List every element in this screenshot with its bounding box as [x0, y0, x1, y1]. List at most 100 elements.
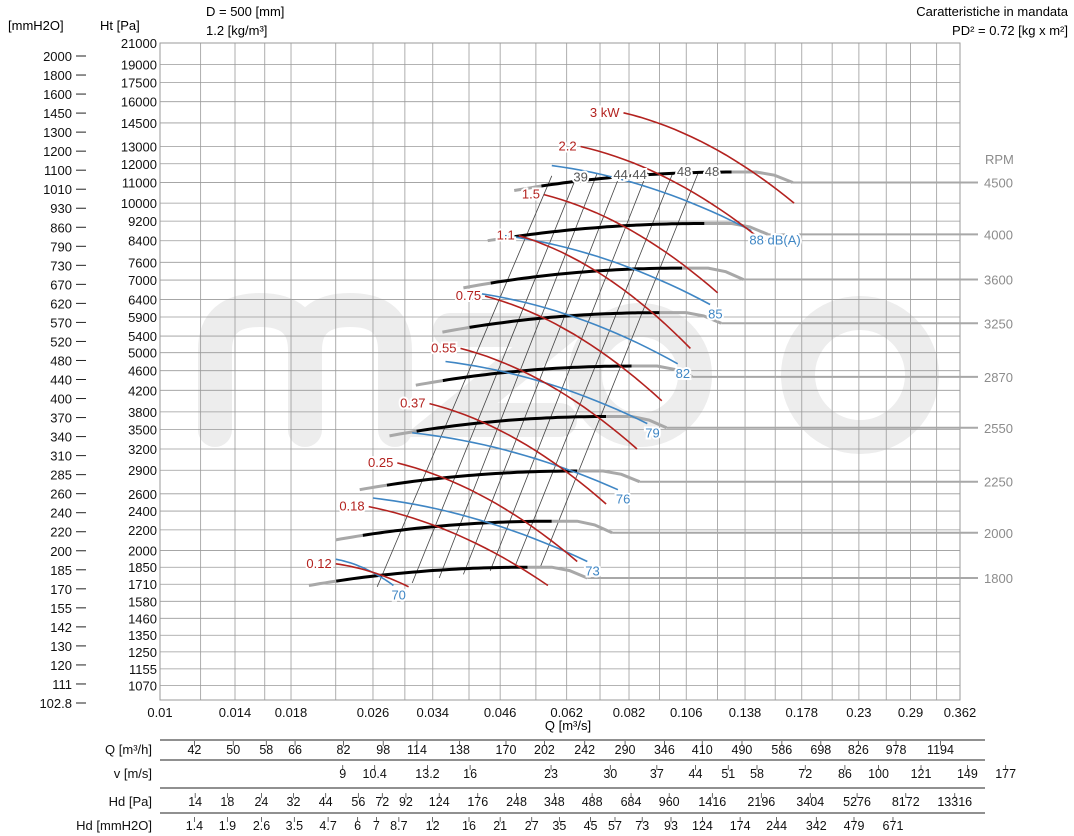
- power-curves: [335, 112, 795, 588]
- bottom-table: Q [m³/h] 42 50 58 66 82 98 114 138 170 202 242 290 34…: [76, 739, 1016, 833]
- pd2-label: PD² = 0.72 [kg x m²]: [952, 23, 1068, 38]
- efficiency-line: [376, 175, 553, 587]
- rpm-value-4500: 4500: [984, 176, 1013, 191]
- x-tick-label: 0.106: [670, 705, 703, 720]
- power-label: 0.75: [456, 288, 481, 303]
- y-tick-label-mmh2o: 1800: [43, 68, 72, 83]
- y-tick-label-mmh2o: 2000: [43, 49, 72, 64]
- table-value: 5276: [843, 795, 871, 809]
- table-value: 18: [220, 795, 234, 809]
- fan-curve-drop-2870: [631, 364, 694, 379]
- power-label: 0.37: [400, 396, 425, 411]
- fan-curve-stall-2870: [415, 379, 444, 387]
- y-tick-label-pa: 2200: [128, 523, 157, 538]
- y-tick-label-pa: 16000: [121, 95, 157, 110]
- y-tick-label-pa: 1850: [128, 560, 157, 575]
- x-tick-label: 0.018: [275, 705, 308, 720]
- table-value: 1.4: [186, 819, 203, 833]
- density-label: 1.2 [kg/m³]: [206, 23, 267, 38]
- rpm-value-2000: 2000: [984, 526, 1013, 541]
- efficiency-label: 44: [632, 167, 646, 182]
- power-label: 0.25: [368, 455, 393, 470]
- y-tick-label-pa: 9200: [128, 214, 157, 229]
- table-value: 149: [957, 767, 978, 781]
- fan-curve-2250: [386, 469, 578, 487]
- table-value: 2.6: [253, 819, 270, 833]
- table-value: 684: [621, 795, 642, 809]
- table-value: 13316: [937, 795, 972, 809]
- table-value: 9: [339, 767, 346, 781]
- y-tick-label-mmh2o: 930: [50, 201, 72, 216]
- noise-curve: [504, 234, 711, 306]
- table-row-label: Hd [Pa]: [109, 794, 152, 809]
- efficiency-label: 48: [677, 164, 691, 179]
- fan-curve-drop-2000: [551, 519, 613, 535]
- table-value: 72: [375, 795, 389, 809]
- noise-label: 88 dB(A): [749, 233, 800, 248]
- x-tick-label: 0.062: [550, 705, 583, 720]
- y-tick-label-mmh2o: 155: [50, 601, 72, 616]
- diameter-label: D = 500 [mm]: [206, 4, 284, 19]
- table-value: 348: [544, 795, 565, 809]
- noise-curves: [335, 164, 752, 587]
- y-tick-label-mmh2o: 111: [52, 677, 72, 692]
- y-tick-label-pa: 5000: [128, 346, 157, 361]
- y-tick-label-mmh2o: 130: [50, 639, 72, 654]
- power-curve: [368, 505, 549, 587]
- power-curve: [484, 295, 663, 402]
- fan-curve-4500: [541, 170, 732, 188]
- fan-curve-4000: [514, 222, 705, 239]
- table-value: 1416: [698, 795, 726, 809]
- noise-label: 73: [585, 563, 599, 578]
- y-tick-label-mmh2o: 670: [50, 277, 72, 292]
- y-tick-label-pa: 1350: [128, 628, 157, 643]
- y-tick-label-mmh2o: 1010: [43, 182, 72, 197]
- y-tick-label-mmh2o: 370: [50, 411, 72, 426]
- table-value: 37: [650, 767, 664, 781]
- x-tick-label: 0.01: [147, 705, 172, 720]
- table-value: 58: [750, 767, 764, 781]
- noise-label: 79: [645, 426, 659, 441]
- table-value: 73: [635, 819, 649, 833]
- y-tick-label-mmh2o: 790: [50, 239, 72, 254]
- table-value: 138: [449, 743, 470, 757]
- fan-curve-stall-1800: [308, 579, 337, 587]
- right-axis-unit: Ht [Pa]: [100, 18, 140, 33]
- noise-curve: [372, 497, 588, 563]
- table-value: 3404: [796, 795, 824, 809]
- table-value: 16: [463, 767, 477, 781]
- table-value: 242: [574, 743, 595, 757]
- table-value: 170: [496, 743, 517, 757]
- power-curve: [335, 563, 409, 588]
- rpm-value-4000: 4000: [984, 227, 1013, 242]
- watermark-ring-shape: [781, 296, 939, 454]
- y-tick-label-pa: 2900: [128, 463, 157, 478]
- table-value: 3.5: [286, 819, 303, 833]
- table-value: 100: [868, 767, 889, 781]
- table-value: 45: [584, 819, 598, 833]
- y-tick-label-pa: 13000: [121, 139, 157, 154]
- table-value: 490: [732, 743, 753, 757]
- y-tick-label-pa: 2600: [128, 487, 157, 502]
- y-tick-label-pa: 8400: [128, 234, 157, 249]
- y-tick-label-pa: 19000: [121, 58, 157, 73]
- table-row-label: Q [m³/h]: [105, 742, 152, 757]
- power-label: 0.12: [306, 556, 331, 571]
- efficiency-line: [489, 171, 648, 571]
- table-value: 4.7: [319, 819, 336, 833]
- table-value: 698: [810, 743, 831, 757]
- fan-curve-drop-3250: [659, 311, 722, 325]
- watermark-m-shape: [198, 292, 412, 447]
- table-value: 6: [354, 819, 361, 833]
- y-tick-label-pa: 10000: [121, 196, 157, 211]
- y-tick-label-mmh2o: 620: [50, 296, 72, 311]
- chart-title: Caratteristiche in mandata: [916, 4, 1069, 19]
- fan-curve-stall-3600: [463, 281, 491, 290]
- table-value: 30: [603, 767, 617, 781]
- y-tick-label-pa: 3500: [128, 423, 157, 438]
- y-tick-label-mmh2o: 440: [50, 373, 72, 388]
- y-tick-label-mmh2o: 480: [50, 353, 72, 368]
- y-tick-label-pa: 3200: [128, 442, 157, 457]
- y-tick-label-mmh2o: 260: [50, 487, 72, 502]
- power-curve: [543, 193, 719, 294]
